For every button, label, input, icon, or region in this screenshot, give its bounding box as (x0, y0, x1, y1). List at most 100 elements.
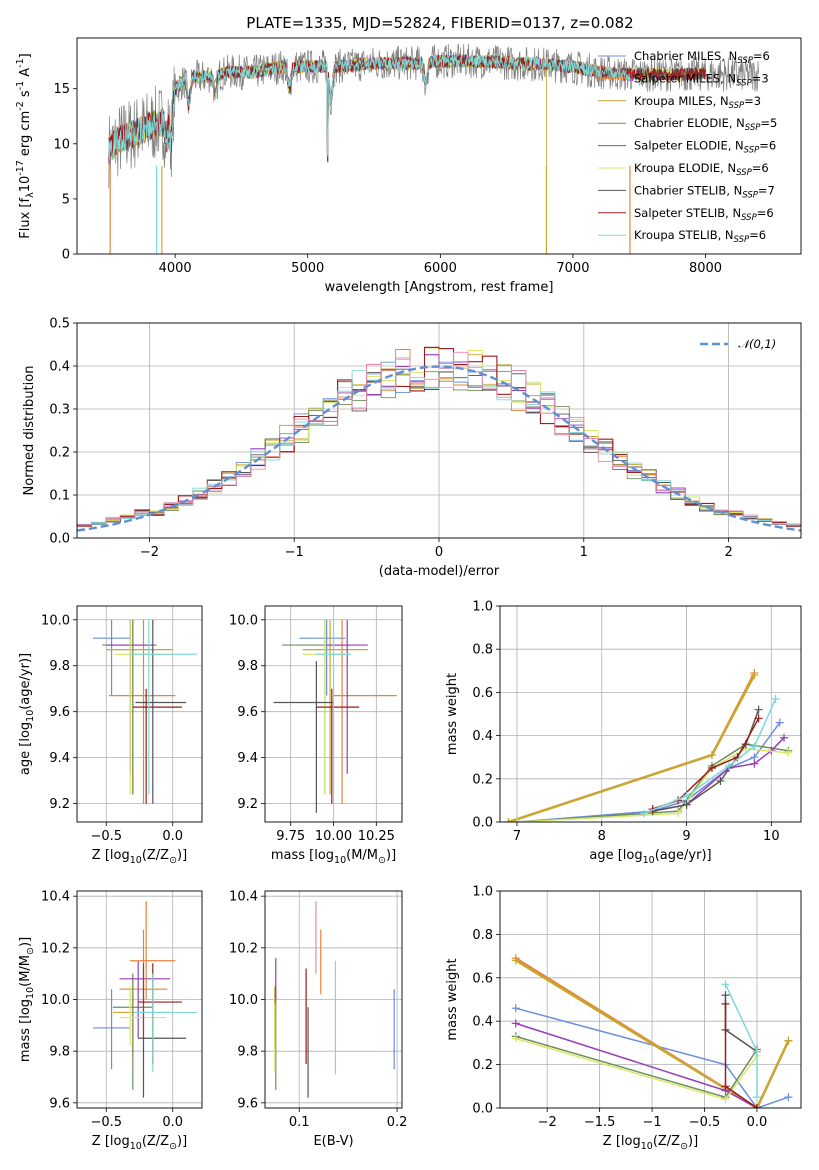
superscript: -1 (15, 58, 26, 67)
y-axis-label: age [log10​(age/yr)] (18, 653, 36, 775)
weight-marker (752, 1093, 761, 1102)
x-axis-label: Z [log10​(Z/Z⊙​)] (92, 1134, 187, 1152)
weight-marker (682, 800, 691, 809)
legend-entry: Salpeter MILES, NSSP=3 (634, 71, 769, 88)
y-tick-label: 0 (62, 248, 70, 263)
label-part: Flux [f (18, 197, 33, 238)
weight-line-kroupa-elodie (515, 1037, 758, 1101)
weight-marker (784, 748, 793, 757)
weight-line-chabrier-miles (516, 722, 781, 822)
label-part: (M/M (18, 955, 33, 987)
label-part: ] (18, 53, 33, 58)
x-tick-label: 0.1 (289, 1115, 310, 1130)
subscript: ⊙ (25, 947, 36, 955)
x-tick-label: 6000 (424, 261, 457, 276)
weight-line-salpeter-miles (508, 672, 756, 822)
x-tick-label: 4000 (159, 261, 192, 276)
label-part: )] (177, 1134, 187, 1149)
subscript: 10 (130, 855, 142, 866)
y-tick-label: 9.8 (49, 1045, 70, 1060)
legend-subscript: SSP (737, 56, 753, 66)
y-tick-label: 9.6 (49, 1096, 70, 1111)
legend-label: Chabrier ELODIE, N (634, 116, 745, 130)
weight-line-chabrier-elodie (515, 1035, 758, 1099)
panel-age_mass: 9.75 10.00 10.25 9.2 9.4 9.6 9.8 10.0 mass [log1… (229, 605, 403, 866)
legend-entry: 𝒩(0,1) (738, 337, 776, 351)
label-part: (age/yr)] (18, 653, 33, 710)
y-tick-label: 0.8 (472, 928, 493, 943)
label-part: (Z/Z (142, 1134, 169, 1149)
weight-line-salpeter-elodie (652, 737, 785, 812)
panel-weight_Z: −2 −1.5 −1 −0.5 0.0 0.0 0.2 0.4 0.6 0.8 1.0 Z [log1… (445, 885, 802, 1152)
weight-marker (511, 1034, 520, 1043)
legend-value: =5 (760, 116, 777, 130)
y-tick-label: 5 (62, 192, 70, 207)
legend-entry: Kroupa ELODIE, NSSP=6 (634, 161, 769, 178)
plot-area (504, 668, 793, 822)
y-tick-label: 0.0 (472, 816, 493, 831)
x-tick-label: 10 (763, 829, 780, 844)
label-part: erg cm (18, 111, 33, 160)
y-tick-label: 9.2 (49, 797, 70, 812)
y-tick-label: 9.6 (237, 705, 258, 720)
weight-marker (721, 999, 730, 1008)
weight-marker (780, 733, 789, 742)
legend-value: =3 (744, 94, 761, 108)
panel-mass_Z: −0.5 0.0 9.6 9.8 10.0 10.2 10.4 Z [log10​(Z/Z⊙​… (18, 890, 203, 1152)
label-part: Z [log (92, 1134, 130, 1149)
weight-marker (504, 818, 513, 822)
x-tick-label: −0.5 (90, 1115, 122, 1130)
subscript: ⊙ (169, 855, 177, 866)
label-part: s (18, 90, 33, 101)
weight-line-chabrier-stelib (652, 709, 760, 812)
x-tick-label: 1 (580, 545, 588, 560)
y-tick-label: 0.5 (49, 317, 70, 332)
axes-frame (76, 37, 802, 255)
legend-subscript: SSP (744, 146, 760, 156)
y-tick-label: 15 (53, 82, 70, 97)
legend-value: =6 (749, 228, 766, 242)
y-tick-label: 0.4 (49, 360, 70, 375)
plot-area (92, 901, 197, 1098)
x-tick-label: 9.75 (276, 829, 305, 844)
legend-subscript: SSP (729, 101, 745, 111)
panel-residuals: −2 −1 0 1 2 0.0 0.1 0.2 0.3 0.4 0.5 (data-model)/er… (22, 317, 802, 579)
x-tick-label: 0.0 (162, 1115, 183, 1130)
axes-frame (264, 605, 403, 823)
y-tick-label: 0.3 (49, 403, 70, 418)
legend-subscript: SSP (741, 213, 757, 223)
x-tick-label: 2 (724, 545, 732, 560)
weight-marker (640, 809, 649, 818)
weight-marker (721, 980, 730, 989)
x-axis-label: wavelength [Angstrom, rest frame] (325, 280, 554, 295)
weight-marker (750, 742, 759, 751)
weight-marker (721, 1095, 730, 1104)
weight-line-chabrier-miles (515, 1007, 789, 1108)
label-part: Normed distribution (22, 366, 37, 496)
weight-marker (511, 1019, 520, 1028)
y-tick-label: 0.4 (472, 1015, 493, 1030)
panel-weight_age: 7 8 9 10 0.0 0.2 0.4 0.6 0.8 1.0 age [log10​(age/y… (445, 600, 802, 866)
label-part: (data-model)/error (379, 564, 500, 579)
histogram-chabrier-stelib (77, 368, 801, 527)
x-tick-label: 0.0 (747, 1115, 768, 1130)
axes-frame (76, 890, 203, 1109)
weight-marker (511, 956, 520, 965)
weight-marker (754, 705, 763, 714)
legend-entry: Chabrier MILES, NSSP=6 (634, 49, 770, 66)
label-part: )] (386, 848, 396, 863)
label-part: Z [log (92, 848, 130, 863)
legend-subscript: SSP (745, 123, 761, 133)
x-axis-label: age [log10​(age/yr)] (589, 848, 711, 866)
x-tick-label: 8 (598, 829, 606, 844)
legend-label: Kroupa ELODIE, N (634, 161, 736, 175)
y-tick-label: 9.4 (49, 751, 70, 766)
legend-label: Salpeter ELODIE, N (634, 139, 744, 153)
x-tick-label: 10.25 (358, 829, 395, 844)
y-tick-label: 1.0 (472, 885, 493, 900)
x-tick-label: −2 (538, 1115, 557, 1130)
y-tick-label: 9.6 (237, 1096, 258, 1111)
y-tick-label: 10.4 (229, 890, 258, 905)
panel-spectrum: 4000 5000 6000 7000 8000 0 5 10 15 wavelength [An… (15, 37, 802, 295)
superscript: -1 (15, 81, 26, 90)
